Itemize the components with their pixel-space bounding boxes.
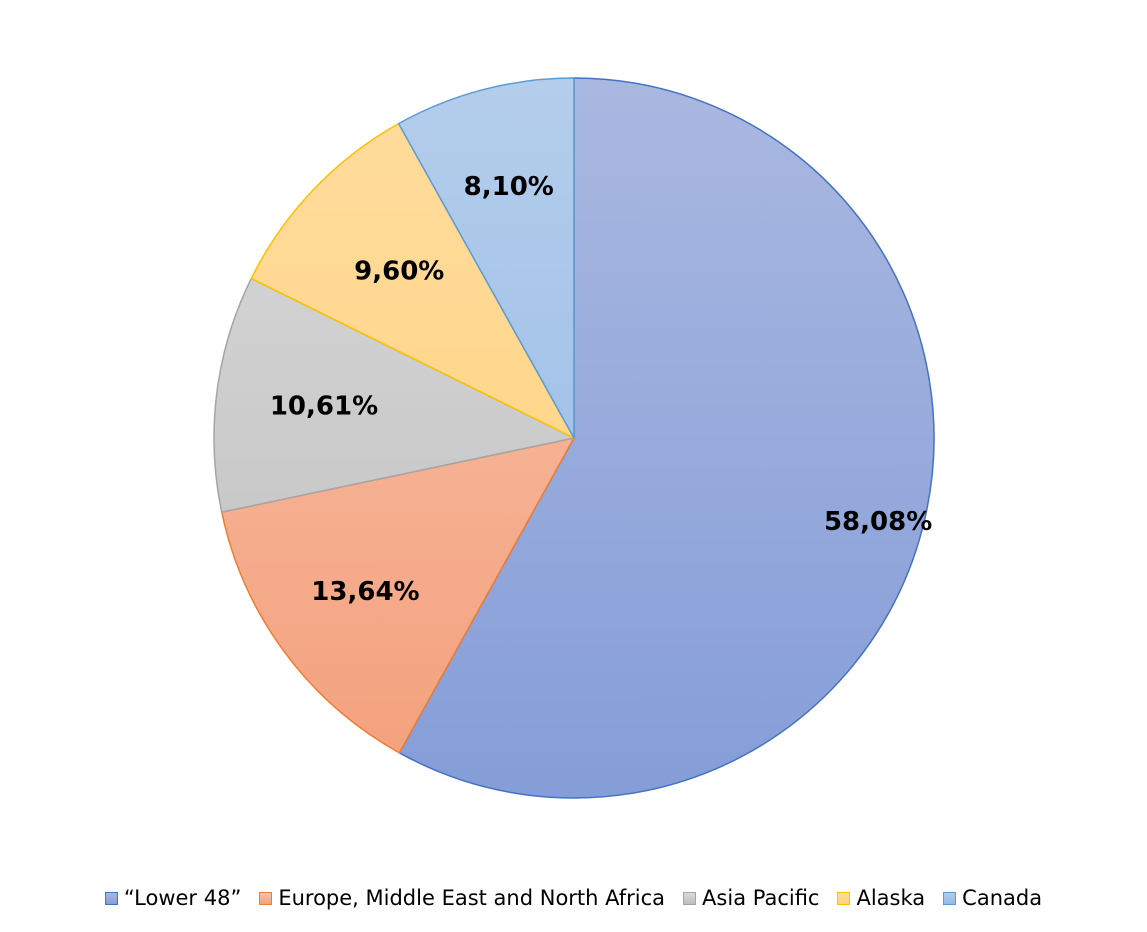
pie-slice-emea [220, 437, 575, 754]
pie-slice-alaska [250, 122, 575, 439]
legend-label-asia-pacific: Asia Pacific [702, 886, 820, 910]
legend-label-alaska: Alaska [856, 886, 926, 910]
legend-label-canada: Canada [962, 886, 1043, 910]
legend-item-alaska: Alaska [837, 886, 925, 910]
legend-item-emea: Europe, Middle East and North Africa [259, 886, 665, 910]
legend-item-asia-pacific: Asia Pacific [683, 886, 819, 910]
legend-swatch-asia-pacific [683, 891, 697, 905]
legend: “Lower 48” Europe, Middle East and North … [0, 880, 1147, 916]
pie-slice-asia-pacific [213, 277, 575, 513]
data-label-canada: 8,10% [464, 172, 554, 202]
pie-slice-lower-48 [398, 77, 935, 799]
legend-label-lower-48: “Lower 48” [123, 886, 242, 910]
data-label-asia-pacific: 10,61% [270, 391, 378, 421]
legend-item-lower-48: “Lower 48” [104, 886, 242, 910]
pie-data-labels: 58,08% 13,64% 10,61% 9,60% 8,10% [270, 172, 932, 607]
data-label-lower-48: 58,08% [824, 507, 932, 537]
legend-item-canada: Canada [943, 886, 1042, 910]
legend-swatch-canada [943, 891, 957, 905]
legend-label-emea: Europe, Middle East and North Africa [278, 886, 666, 910]
legend-swatch-emea [259, 891, 273, 905]
pie-slices [213, 77, 935, 799]
data-label-alaska: 9,60% [354, 257, 444, 287]
legend-swatch-lower-48 [104, 891, 118, 905]
data-label-emea: 13,64% [311, 577, 419, 607]
legend-swatch-alaska [837, 891, 851, 905]
pie-slice-canada [397, 77, 575, 439]
